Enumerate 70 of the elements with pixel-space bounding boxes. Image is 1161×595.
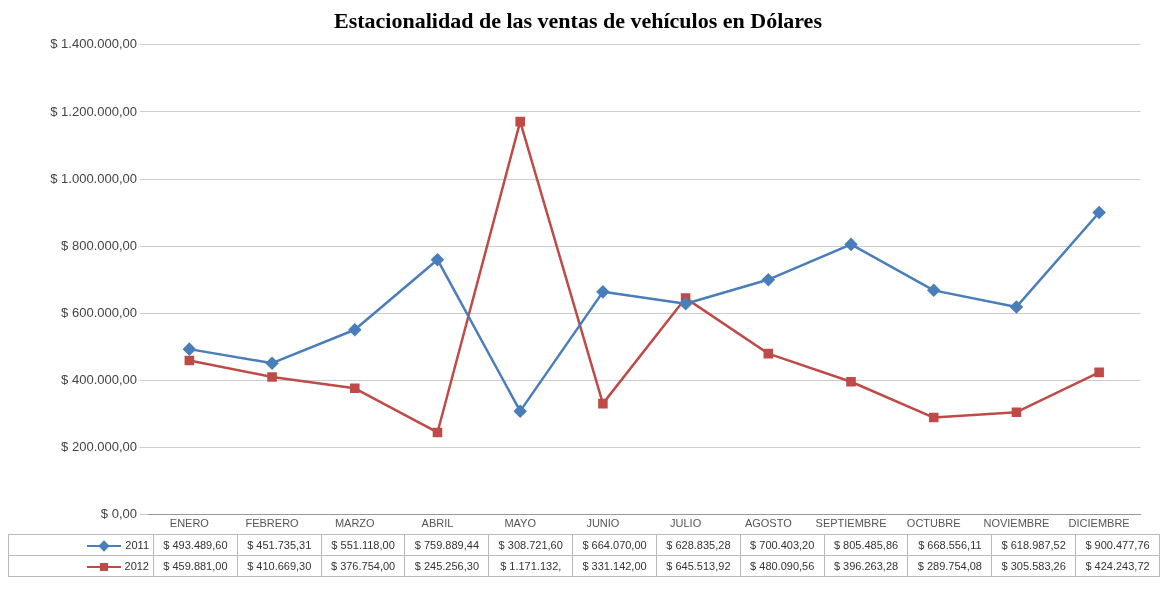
data-label: $ 396.263,28 [824, 555, 908, 577]
x-tick-label: JUNIO [586, 517, 620, 530]
y-tick-label: $ 400.000,00 [61, 372, 137, 388]
x-tick-label: ABRIL [421, 517, 454, 530]
data-label: $ 493.489,60 [153, 534, 238, 556]
point [513, 404, 527, 418]
point [596, 285, 610, 299]
x-tick-label: JULIO [670, 517, 702, 530]
legend-label: 2011 [8, 534, 154, 556]
point [431, 253, 444, 266]
x-tick-label: ENERO [169, 517, 210, 530]
y-tick-label: $ 600.000,00 [61, 304, 137, 320]
point [1010, 300, 1023, 314]
x-tick-label: OCTUBRE [906, 517, 961, 530]
x-tick-label: NOVIEMBRE [983, 517, 1050, 530]
point [432, 427, 443, 438]
point [349, 383, 360, 394]
y-tick-label: $ 1.400.000,00 [50, 36, 137, 52]
data-label: $ 664.070,00 [572, 534, 657, 556]
x-tick-label: MAYO [504, 517, 537, 530]
point [184, 355, 195, 366]
y-tick-label: $ 1.200.000,00 [50, 103, 137, 119]
data-label: $ 700.403,20 [740, 534, 825, 556]
chart-title: Estacionalidad de las ventas de vehículos en Dólares [333, 8, 823, 34]
data-label: $ 376.754,00 [321, 555, 405, 577]
point [183, 342, 196, 356]
y-tick-label: $ 1.000.000,00 [50, 170, 137, 186]
data-label: $ 645.513,92 [656, 555, 741, 577]
x-tick-label: FEBRERO [245, 517, 300, 530]
data-label: $ 900.477,76 [1075, 534, 1160, 556]
point [515, 116, 525, 127]
point [1011, 407, 1022, 417]
point [267, 372, 277, 382]
data-label: $ 459.881,00 [153, 555, 238, 577]
x-tick-label: AGOSTO [744, 517, 793, 530]
data-label: $ 805.485,86 [824, 534, 908, 556]
y-tick-label: $ 800.000,00 [61, 237, 137, 253]
x-tick-label: DICIEMBRE [1068, 517, 1130, 530]
legend-label: 2012 [8, 555, 154, 577]
point [348, 323, 362, 337]
point [679, 297, 692, 310]
point [763, 348, 774, 359]
data-label: $ 618.987,52 [991, 534, 1076, 556]
point [1092, 206, 1106, 219]
y-tick-label: $ 200.000,00 [61, 439, 137, 455]
y-tick-label: $ 0,00 [100, 506, 137, 522]
data-label: $ 668.556,11 [907, 534, 992, 556]
point [928, 412, 939, 423]
data-label: $ 331.142,00 [572, 555, 657, 577]
data-label: $ 305.583,26 [991, 555, 1076, 577]
point [927, 284, 940, 297]
data-label: $ 759.889,44 [404, 534, 489, 556]
x-tick-label: SEPTIEMBRE [815, 517, 887, 530]
data-label: $ 551.118,00 [321, 534, 405, 556]
point [846, 376, 856, 387]
data-label: $ 308.721,60 [488, 534, 573, 556]
data-label: $ 480.090,56 [740, 555, 825, 577]
point [762, 273, 775, 286]
data-label: $ 628.835,28 [656, 534, 741, 556]
point [844, 238, 858, 251]
data-label: $ 424.243,72 [1075, 555, 1160, 577]
data-label: $ 245.256,30 [404, 555, 489, 577]
point [1094, 367, 1104, 378]
data-label: $ 451.735,31 [237, 534, 322, 556]
point [265, 356, 279, 370]
data-label: $ 1.171.132, [488, 555, 573, 577]
data-label: $ 410.669,30 [237, 555, 322, 577]
x-tick-label: MARZO [334, 517, 376, 530]
point [598, 398, 608, 409]
data-label: $ 289.754,08 [907, 555, 992, 577]
